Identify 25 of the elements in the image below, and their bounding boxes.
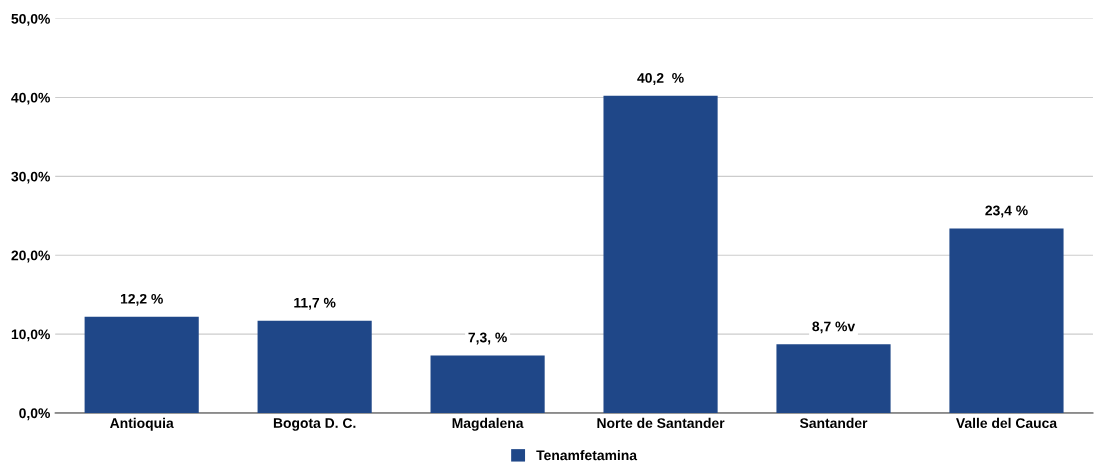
data-label: 11,7 % <box>294 297 336 310</box>
data-label: 12,2 % <box>120 293 163 306</box>
x-tick-label: Norte de Santander <box>597 417 725 429</box>
legend-label: Tenamfetamina <box>536 450 638 461</box>
y-tick-label: 40,0% <box>11 92 50 105</box>
y-tick-label: 30,0% <box>11 171 50 184</box>
x-tick-label: Santander <box>799 417 868 429</box>
y-tick-label: 10,0% <box>11 329 50 342</box>
x-tick-label: Antioquia <box>110 417 174 431</box>
x-tick-label: Magdalena <box>452 417 524 431</box>
bar <box>84 316 199 413</box>
y-tick-label: 20,0% <box>11 250 50 263</box>
x-tick-label: Bogota D. C. <box>273 418 356 431</box>
bar <box>776 344 891 413</box>
x-tick-label: Valle del Cauca <box>956 417 1058 429</box>
y-tick-label: 0,0% <box>19 408 50 421</box>
bar <box>257 320 372 413</box>
data-label: 40,2 % <box>637 73 684 85</box>
y-tick-label: 50,0% <box>11 13 50 26</box>
data-label: 8,7 %v <box>812 321 856 334</box>
bar <box>949 228 1064 413</box>
data-label: 23,4 % <box>985 205 1028 218</box>
data-label: 7,3, % <box>468 332 507 345</box>
bar <box>430 355 545 413</box>
bar <box>603 95 718 413</box>
